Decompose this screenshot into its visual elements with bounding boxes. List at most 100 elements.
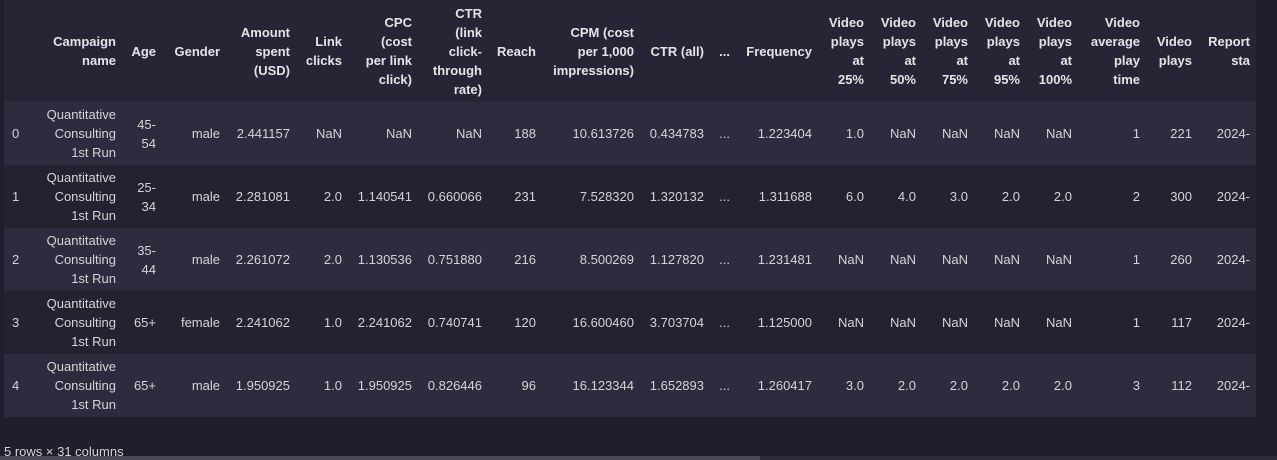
cell-gender: male	[162, 228, 226, 291]
header-line: impressions)	[553, 62, 634, 78]
column-header-video-50: Video plays at 50%	[870, 0, 922, 102]
header-line: CPC	[384, 15, 412, 30]
header-line: Frequency	[746, 43, 812, 59]
cell-cpm: 7.528320	[542, 165, 640, 228]
header-line: time	[1113, 72, 1140, 87]
column-header-video-95: Video plays at 95%	[974, 0, 1026, 102]
cell-ellipsis: ...	[710, 354, 736, 417]
cell-report-start: 2024-	[1198, 354, 1256, 417]
header-line: Video	[1156, 34, 1192, 49]
cell-frequency: 1.311688	[736, 165, 818, 228]
cell-frequency: 1.231481	[736, 228, 818, 291]
header-line: at	[1060, 53, 1072, 68]
cell-video-plays: 112	[1146, 354, 1198, 417]
cell-ellipsis: ...	[710, 291, 736, 354]
header-line: Gender	[174, 43, 220, 59]
header-line: Video	[932, 15, 968, 30]
cell-video-75: 2.0	[922, 354, 974, 417]
cell-video-50: NaN	[870, 291, 922, 354]
cell-link-clicks: 2.0	[296, 228, 348, 291]
cell-frequency: 1.260417	[736, 354, 818, 417]
cell-line: 1st Run	[71, 271, 116, 286]
row-index: 4	[4, 354, 32, 417]
cell-age: 35- 44	[122, 228, 162, 291]
cell-line: 25-	[137, 179, 156, 195]
cell-ctr-link: 0.660066	[418, 165, 488, 228]
cell-video-50: NaN	[870, 228, 922, 291]
cell-video-75: 3.0	[922, 165, 974, 228]
scrollbar-thumb[interactable]	[0, 456, 760, 460]
cell-line: Quantitative	[46, 296, 116, 311]
cell-age: 65+	[122, 354, 162, 417]
row-index: 2	[4, 228, 32, 291]
cell-line: 34	[141, 198, 156, 214]
column-header-frequency: Frequency	[736, 0, 818, 102]
header-line: Amount	[240, 24, 290, 40]
horizontal-scrollbar[interactable]	[0, 456, 1277, 460]
cell-ctr-all: 3.703704	[640, 291, 710, 354]
column-header-video-75: Video plays at 75%	[922, 0, 974, 102]
cell-reach: 120	[488, 291, 542, 354]
header-line: average	[1090, 34, 1140, 49]
cell-video-avg: 2	[1078, 165, 1146, 228]
header-line: click)	[378, 72, 412, 87]
cell-line: Consulting	[54, 126, 116, 141]
cell-line: Consulting	[54, 252, 116, 267]
column-header-index	[4, 0, 32, 102]
dataframe-shape-summary: 5 rows × 31 columns	[4, 444, 124, 459]
cell-report-start: 2024-	[1198, 291, 1256, 354]
cell-line: 1st Run	[71, 208, 116, 223]
column-header-video-100: Video plays at 100%	[1026, 0, 1078, 102]
cell-video-95: NaN	[974, 228, 1026, 291]
cell-ctr-all: 1.320132	[640, 165, 710, 228]
cell-video-100: 2.0	[1026, 165, 1078, 228]
cell-ctr-all: 1.127820	[640, 228, 710, 291]
column-header-cpm: CPM (cost per 1,000 impressions)	[542, 0, 640, 102]
cell-campaign-name: Quantitative Consulting 1st Run	[32, 165, 122, 228]
cell-link-clicks: 1.0	[296, 354, 348, 417]
cell-video-25: NaN	[818, 228, 870, 291]
header-line: plays	[882, 34, 916, 49]
cell-report-start: 2024-	[1198, 228, 1256, 291]
cell-video-75: NaN	[922, 102, 974, 165]
cell-age: 65+	[122, 291, 162, 354]
cell-line: 1st Run	[71, 397, 116, 412]
cell-line: Consulting	[54, 189, 116, 204]
header-line: per link	[365, 53, 412, 68]
cell-cpm: 10.613726	[542, 102, 640, 165]
header-line: Age	[131, 43, 156, 59]
cell-video-95: 2.0	[974, 165, 1026, 228]
header-line: spent	[255, 43, 290, 59]
cell-video-plays: 117	[1146, 291, 1198, 354]
cell-gender: male	[162, 102, 226, 165]
cell-campaign-name: Quantitative Consulting 1st Run	[32, 102, 122, 165]
table-header: Campaign name Age Gender Amount spent (U…	[4, 0, 1256, 102]
cell-cpm: 16.123344	[542, 354, 640, 417]
header-line: plays	[986, 34, 1020, 49]
cell-video-75: NaN	[922, 228, 974, 291]
cell-amount-spent: 2.441157	[226, 102, 296, 165]
cell-ctr-link: NaN	[418, 102, 488, 165]
cell-line: 35-	[137, 242, 156, 258]
cell-video-25: 3.0	[818, 354, 870, 417]
cell-report-start: 2024-	[1198, 165, 1256, 228]
header-line: 75%	[941, 72, 968, 87]
row-index: 3	[4, 291, 32, 354]
cell-campaign-name: Quantitative Consulting 1st Run	[32, 228, 122, 291]
cell-cpc: 1.130536	[348, 228, 418, 291]
column-header-ctr-link: CTR (link click- through rate)	[418, 0, 488, 102]
cell-report-start: 2024-	[1198, 102, 1256, 165]
header-line: play	[1113, 53, 1140, 68]
header-line: (cost	[380, 34, 412, 49]
cell-video-100: 2.0	[1026, 354, 1078, 417]
header-line: 50%	[889, 72, 916, 87]
cell-reach: 188	[488, 102, 542, 165]
cell-line: 45-	[137, 116, 156, 132]
cell-video-avg: 1	[1078, 291, 1146, 354]
cell-ellipsis: ...	[710, 228, 736, 291]
cell-video-95: 2.0	[974, 354, 1026, 417]
header-line: (USD)	[253, 62, 290, 78]
cell-frequency: 1.125000	[736, 291, 818, 354]
column-header-campaign-name: Campaign name	[32, 0, 122, 102]
column-header-reach: Reach	[488, 0, 542, 102]
